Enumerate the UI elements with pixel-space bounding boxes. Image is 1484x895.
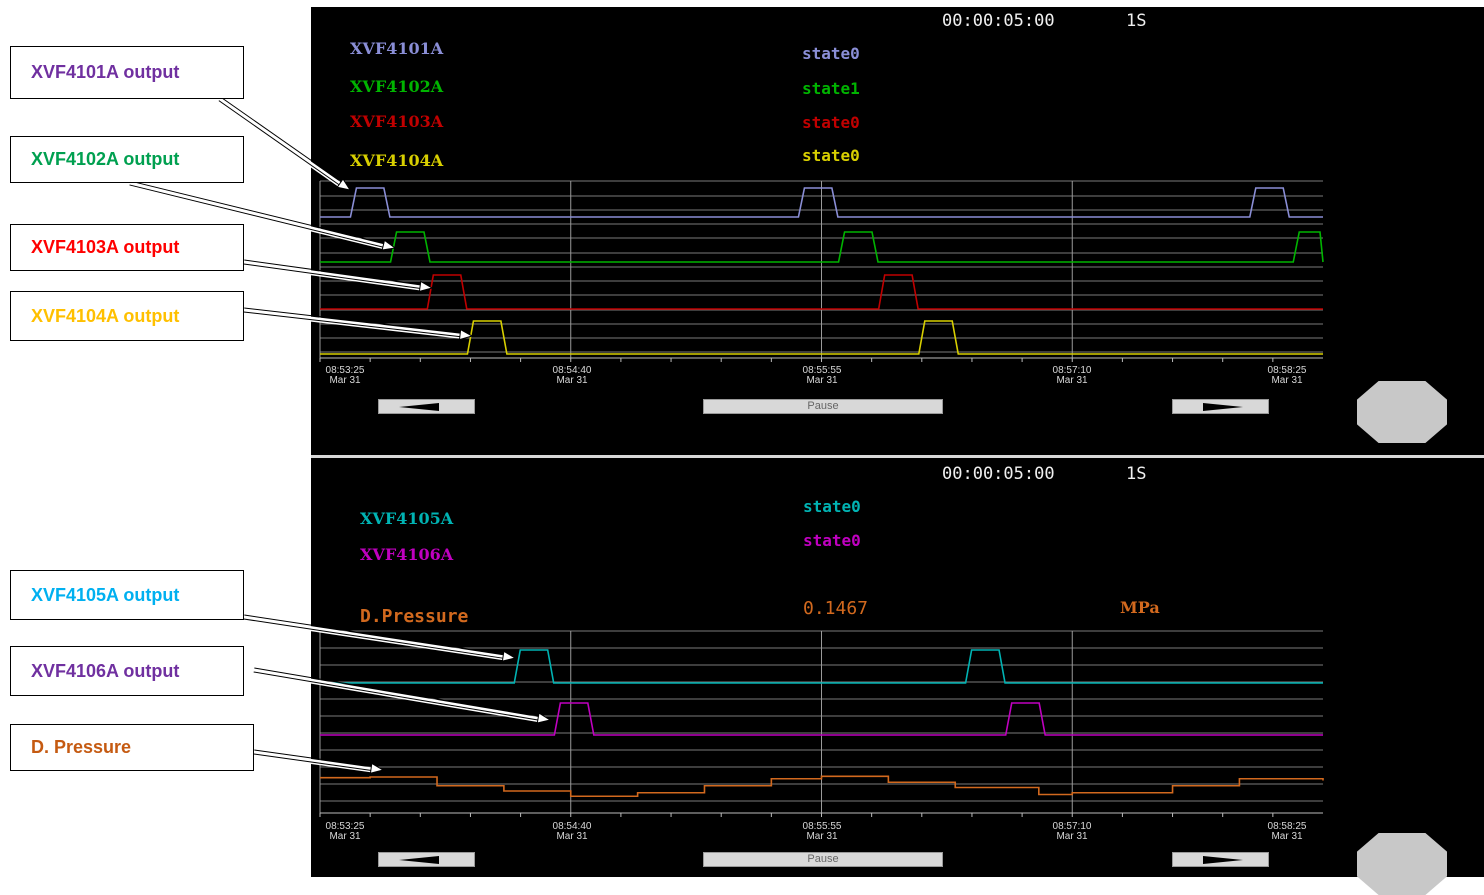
series-xvf4104a [320,320,1323,355]
scroll-forward-button[interactable] [1172,852,1269,867]
state-xvf4105a: state0 [803,497,861,516]
leader-xvf4104a-line-a [243,311,460,338]
state-xvf4104a: state0 [802,146,860,165]
tag-xvf4106a: XVF4106A [360,545,454,564]
leader-xvf4101a-line-a [218,100,340,186]
tag-xvf4105a: XVF4105A [360,509,454,528]
interval-label: 1S [1126,11,1147,31]
tick-label: 08:55:55 Mar 31 [802,365,842,386]
leader-xvf4105a-line-b [244,614,504,655]
leader-xvf4104a-arrowhead [458,328,474,341]
series-xvf4102a [320,231,1324,263]
panel-divider [311,455,1484,458]
callout-label: XVF4106A output [31,661,180,681]
tag-xvf4104a: XVF4104A [350,151,444,170]
callout-label: XVF4104A output [31,306,180,326]
leader-xvf4103a-arrowhead [418,280,434,292]
octagon-button-top[interactable] [1357,381,1447,443]
leader-xvf4102a-line-a [129,184,383,248]
tick-label: 08:58:25 Mar 31 [1267,365,1307,386]
leader-xvf4101a-arrowhead [336,178,352,191]
trend-charts [129,96,1324,817]
series-xvf4105a [320,649,1323,684]
tick-label: 08:53:25 Mar 31 [325,821,365,842]
leader-xvf4102a-line-b [130,180,384,244]
leader-xvf4104a-line-b [244,307,461,334]
scroll-back-button[interactable] [378,399,475,414]
time-window-label: 00:00:05:00 [942,11,1055,31]
scroll-back-button[interactable] [378,852,475,867]
leader-xvf4105a-line-a [243,618,503,659]
state-xvf4102a: state1 [802,79,860,98]
pause-button[interactable]: Pause [703,399,943,414]
arrow-right-icon [1203,856,1243,864]
leader-xvf4103a-line-a [243,263,420,289]
leader-xvf4102a-arrowhead [381,239,397,251]
callout-xvf4105a: XVF4105A output [10,570,244,620]
state-xvf4106a: state0 [803,531,861,550]
tag-d-pressure: D.Pressure [360,606,469,627]
tick-label: 08:54:40 Mar 31 [552,365,592,386]
tick-label: 08:53:25 Mar 31 [325,365,365,386]
time-window-label: 00:00:05:00 [942,464,1055,484]
arrow-left-icon [399,856,439,864]
tick-label: 08:57:10 Mar 31 [1052,821,1092,842]
leader-xvf4106a-line-b [254,667,539,717]
trend-panel-bottom [311,458,1484,877]
leader-d-pressure-line-a [253,753,371,771]
tag-xvf4101a: XVF4101A [350,39,444,58]
leader-xvf4105a-arrowhead [501,650,517,662]
tag-xvf4102a: XVF4102A [350,77,444,96]
callout-label: D. Pressure [31,737,132,757]
series-xvf4101a [320,187,1323,218]
series-d-pressure [320,775,1324,798]
callout-xvf4103a: XVF4103A output [10,224,244,271]
arrow-left-icon [399,403,439,411]
callout-xvf4102a: XVF4102A output [10,136,244,183]
pressure-value: 0.1467 [803,598,869,619]
tick-label: 08:58:25 Mar 31 [1267,821,1307,842]
tick-label: 08:55:55 Mar 31 [802,821,842,842]
leader-d-pressure-halo [253,751,372,773]
scroll-forward-button[interactable] [1172,399,1269,414]
callout-xvf4101a: XVF4101A output [10,46,244,99]
tag-xvf4103a: XVF4103A [350,112,444,131]
leader-d-pressure-line-b [254,749,372,767]
pressure-unit: MPa [1120,598,1160,617]
callout-label: XVF4102A output [31,149,180,169]
trend-panel-top [311,7,1484,455]
callout-xvf4104a: XVF4104A output [10,291,244,341]
pause-button[interactable]: Pause [703,852,943,867]
series-xvf4106a [320,702,1323,736]
callout-label: XVF4101A output [31,62,180,82]
state-xvf4101a: state0 [802,44,860,63]
leader-d-pressure-arrowhead [369,762,385,774]
leader-xvf4106a-arrowhead [536,712,552,724]
leader-xvf4103a-line-b [244,259,421,285]
state-xvf4103a: state0 [802,113,860,132]
callout-d-pressure: D. Pressure [10,724,254,771]
tick-label: 08:57:10 Mar 31 [1052,365,1092,386]
interval-label: 1S [1126,464,1147,484]
callout-label: XVF4105A output [31,585,180,605]
tick-label: 08:54:40 Mar 31 [552,821,592,842]
leader-xvf4101a-line-b [220,96,342,182]
callout-xvf4106a: XVF4106A output [10,646,244,696]
series-xvf4103a [320,274,1323,310]
callout-label: XVF4103A output [31,237,180,257]
leader-xvf4106a-line-a [253,671,538,721]
arrow-right-icon [1203,403,1243,411]
